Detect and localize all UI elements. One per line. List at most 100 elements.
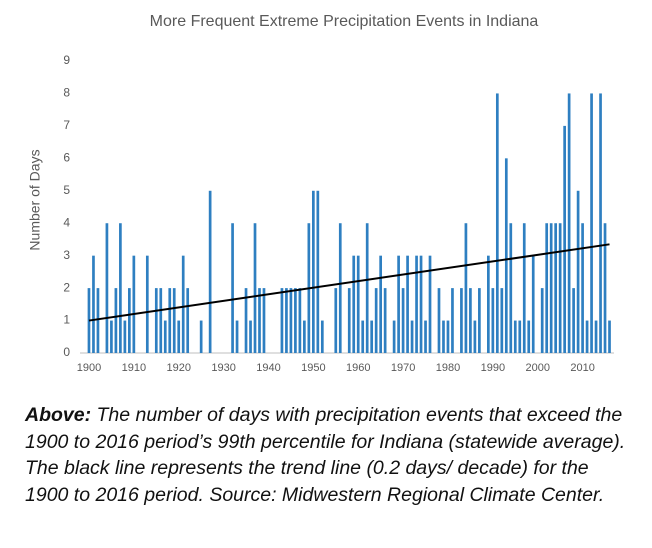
bar (410, 320, 414, 353)
bar (163, 320, 167, 353)
y-tick-label: 0 (63, 345, 70, 359)
bar (469, 288, 472, 353)
bar (554, 223, 558, 353)
bar (334, 288, 338, 353)
x-tick-label: 1920 (166, 362, 190, 374)
caption-label: Above: (25, 404, 92, 426)
y-tick-label: 9 (63, 53, 70, 67)
bar (262, 288, 266, 353)
bar (500, 288, 504, 353)
x-tick-label: 1990 (481, 362, 505, 374)
y-tick-label: 3 (63, 248, 70, 262)
bar (145, 255, 149, 353)
bar (96, 288, 100, 353)
bar (590, 93, 593, 353)
bar (168, 288, 172, 353)
bar (374, 288, 378, 353)
bar (119, 223, 122, 353)
bar (549, 223, 553, 353)
y-tick-label: 5 (63, 183, 70, 197)
bar (518, 320, 522, 353)
bar (244, 288, 248, 353)
y-tick-label: 8 (63, 86, 70, 100)
bar (316, 190, 320, 353)
bar (419, 255, 423, 353)
bar (186, 288, 190, 353)
bar (460, 288, 463, 353)
x-tick-label: 1930 (211, 362, 235, 374)
bar (509, 223, 513, 353)
bar (379, 255, 383, 353)
bar (599, 93, 602, 353)
bar (338, 223, 342, 353)
bar (581, 223, 584, 353)
bar (442, 320, 445, 353)
bar (177, 320, 181, 353)
bar (249, 320, 252, 353)
x-tick-label: 1960 (346, 362, 370, 374)
y-tick-label: 7 (63, 118, 70, 132)
bar (545, 223, 549, 353)
bar (123, 320, 127, 353)
x-tick-label: 1900 (77, 362, 101, 374)
bar (558, 223, 562, 353)
bar (154, 288, 158, 353)
bar (258, 288, 261, 353)
bar (208, 190, 212, 353)
bar (464, 223, 468, 353)
bar (487, 255, 490, 353)
y-tick-label: 2 (63, 280, 70, 294)
bar (361, 320, 365, 353)
caption: Above: The number of days with precipita… (25, 402, 635, 508)
x-tick-label: 1910 (122, 362, 146, 374)
bar (370, 320, 374, 353)
bar (347, 288, 351, 353)
bar (199, 320, 203, 353)
bar (495, 93, 499, 353)
bar (280, 288, 284, 353)
y-tick-label: 1 (63, 313, 70, 327)
chart: More Frequent Extreme Precipitation Even… (27, 13, 614, 374)
chart-title: More Frequent Extreme Precipitation Even… (150, 13, 539, 30)
bar (298, 288, 302, 353)
bar (415, 255, 418, 353)
bar (567, 93, 571, 353)
bar (540, 288, 544, 353)
bar (159, 288, 163, 353)
bar (285, 288, 288, 353)
bar (446, 320, 450, 353)
bar (352, 255, 356, 353)
bar (424, 320, 427, 353)
y-tick-label: 6 (63, 151, 70, 165)
bar (576, 190, 580, 353)
bar (451, 288, 454, 353)
bar (473, 320, 477, 353)
bar (181, 255, 185, 353)
x-tick-label: 1980 (436, 362, 460, 374)
bar (128, 288, 131, 353)
bar (401, 288, 405, 353)
bar (428, 255, 432, 353)
bar (437, 288, 441, 353)
bar (572, 288, 575, 353)
bar (478, 288, 481, 353)
caption-text: The number of days with precipitation ev… (25, 404, 626, 506)
x-tick-label: 2010 (570, 362, 594, 374)
bar (132, 255, 136, 353)
bar (231, 223, 234, 353)
bar (365, 223, 369, 353)
bar (105, 223, 109, 353)
x-tick-label: 1970 (391, 362, 415, 374)
bar (172, 288, 176, 353)
bar (392, 320, 396, 353)
bar (513, 320, 517, 353)
bar (92, 255, 95, 353)
bar (563, 125, 566, 353)
bar (320, 320, 324, 353)
bar (311, 190, 315, 353)
y-axis-label: Number of Days (27, 149, 43, 250)
bar (531, 255, 535, 353)
bar (289, 288, 293, 353)
x-tick-label: 1950 (301, 362, 325, 374)
